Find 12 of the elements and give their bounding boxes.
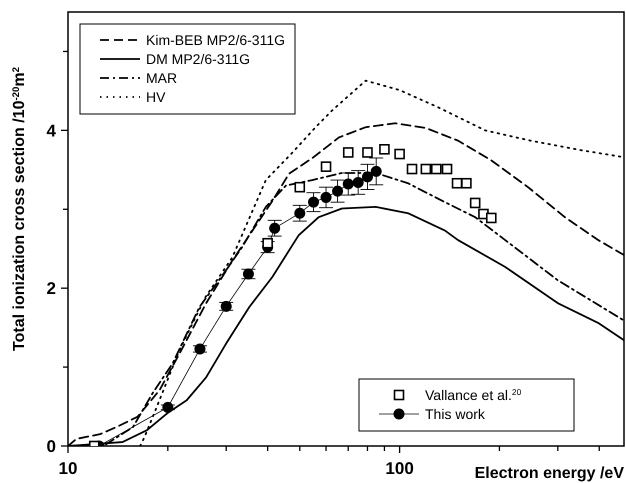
y-tick-label: 4 xyxy=(46,121,57,140)
legend-label: DM MP2/6-311G xyxy=(146,51,250,67)
y-tick-label: 2 xyxy=(46,279,56,298)
legend-label: Kim-BEB MP2/6-311G xyxy=(146,32,286,48)
legend-label: Vallance et al.$^{20}$ xyxy=(425,387,522,403)
legend-label: HV xyxy=(146,89,166,105)
x-tick-label: 100 xyxy=(385,459,414,478)
y-tick-label: 0 xyxy=(46,437,56,456)
legend-label: MAR xyxy=(146,70,178,86)
x-axis-title: Electron energy /eV xyxy=(474,465,624,482)
legend-label: This work xyxy=(425,406,486,422)
x-tick-label: 10 xyxy=(58,459,78,478)
